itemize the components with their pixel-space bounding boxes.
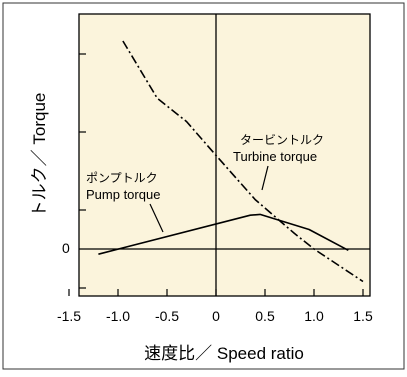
x-axis-ticks: -1.5 -1.0 -0.5 0 0.5 1.0 1.5 <box>57 289 373 324</box>
x-tick-label: -0.5 <box>155 308 179 324</box>
turbine-torque-leader-line <box>261 165 269 191</box>
x-tick-label: 1.0 <box>304 308 324 324</box>
pump-torque-label-en: Pump torque <box>86 187 160 202</box>
plot-area <box>78 13 371 297</box>
pump-torque-leader-line <box>149 203 164 233</box>
x-axis-title: 速度比／ Speed ratio <box>144 344 304 363</box>
x-tick-label: -1.5 <box>57 308 81 324</box>
turbine-torque-line <box>122 40 364 283</box>
turbine-torque-label-en: Turbine torque <box>233 149 317 164</box>
y-axis-ticks <box>79 53 86 289</box>
x-tick-label: 1.5 <box>353 308 373 324</box>
x-tick-label: -1.0 <box>106 308 130 324</box>
x-tick-label: 0.5 <box>255 308 275 324</box>
pump-torque-line <box>98 213 349 255</box>
x-tick-label: 0 <box>212 308 220 324</box>
y-axis-title: トルク／ Torque <box>30 93 49 218</box>
y-zero-tick-label: 0 <box>62 240 70 256</box>
pump-torque-label-ja: ポンプトルク <box>86 171 158 185</box>
series-layer <box>98 40 364 283</box>
turbine-torque-label-ja: タービントルク <box>240 133 324 147</box>
